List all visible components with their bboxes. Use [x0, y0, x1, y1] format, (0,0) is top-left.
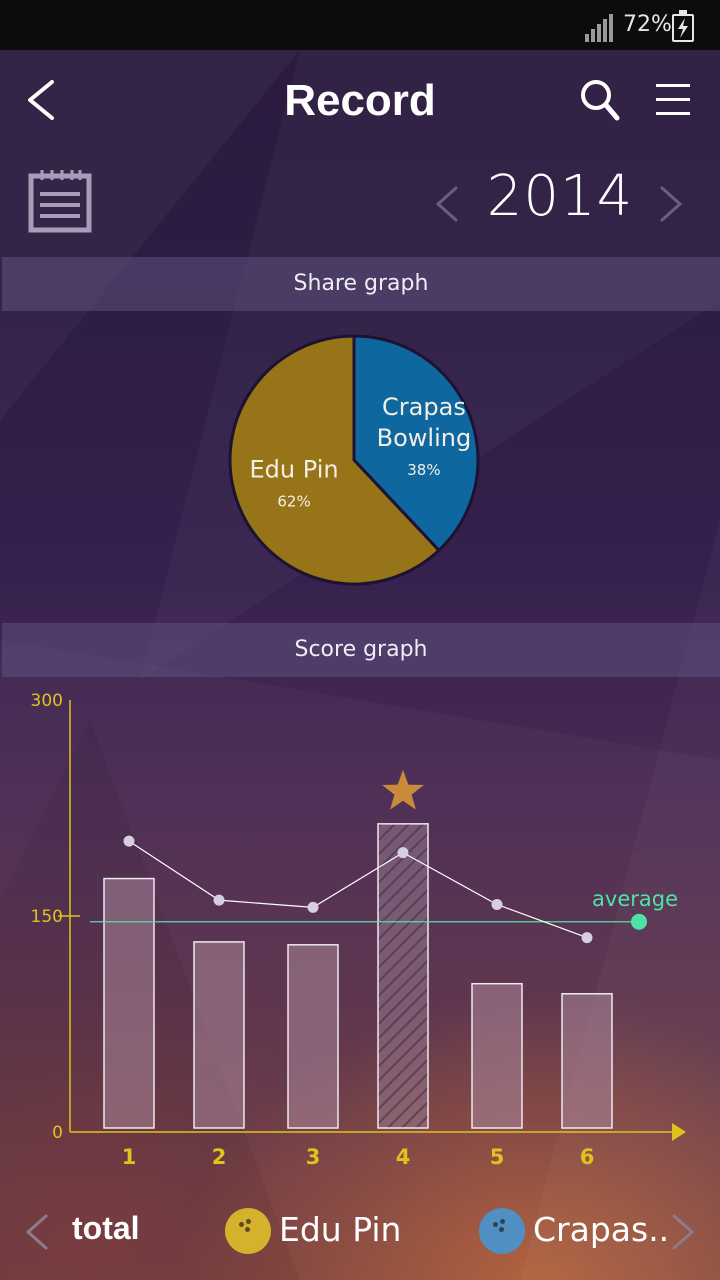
pie-slice-label: Crapas — [382, 393, 466, 421]
bottom-tab-bar: total Edu Pin Crapas.. — [0, 1196, 720, 1266]
back-button[interactable] — [22, 78, 62, 122]
battery-charging-icon — [672, 10, 694, 42]
page-title: Record — [284, 76, 436, 125]
tab-label: Crapas.. — [533, 1210, 670, 1249]
x-tick-label: 5 — [490, 1145, 505, 1169]
selected-year: 2014 — [486, 164, 634, 229]
line-point — [213, 894, 225, 906]
share-graph-header: Share graph — [2, 257, 720, 311]
line-point — [491, 898, 503, 910]
search-icon — [581, 80, 620, 121]
x-tick-label: 6 — [580, 1145, 595, 1169]
bar — [193, 941, 245, 1129]
search-button[interactable] — [578, 76, 622, 124]
line-point — [123, 835, 135, 847]
status-bar: 72% — [0, 0, 720, 50]
x-tick-label: 2 — [212, 1145, 227, 1169]
chevron-right-icon — [660, 186, 683, 222]
pie-slice — [228, 334, 442, 586]
bar — [103, 877, 155, 1129]
signal-icon — [585, 14, 617, 42]
bar — [287, 944, 339, 1129]
y-tick-label: 300 — [31, 691, 63, 711]
pie-slice-label: Edu Pin — [250, 456, 339, 484]
chevron-left-icon — [25, 1214, 48, 1250]
next-year-button[interactable] — [656, 184, 686, 224]
chevron-left-icon — [435, 186, 458, 222]
menu-icon — [656, 84, 690, 87]
star-icon — [382, 769, 424, 810]
calendar-button[interactable] — [28, 168, 92, 234]
average-label: average — [592, 887, 678, 911]
tab-next-button[interactable] — [668, 1212, 698, 1252]
bowling-ball-icon — [479, 1208, 525, 1254]
line-point — [397, 847, 409, 859]
bar — [471, 982, 523, 1129]
pie-slice-value: 62% — [277, 493, 310, 511]
pie-slice — [352, 334, 480, 553]
bar — [377, 823, 429, 1129]
tab-total[interactable]: total — [72, 1210, 140, 1246]
share-pie-chart: Crapas Bowling 38% Edu Pin 62% — [228, 334, 480, 586]
pie-slice-label: Bowling — [377, 424, 472, 452]
tab-prev-button[interactable] — [22, 1212, 52, 1252]
line-point — [581, 932, 593, 944]
bar — [561, 993, 613, 1129]
pie-slice-value: 38% — [407, 461, 440, 479]
battery-percentage: 72% — [623, 12, 672, 37]
x-tick-label: 1 — [122, 1145, 137, 1169]
y-tick-label: 0 — [52, 1123, 63, 1143]
tab-label: Edu Pin — [279, 1210, 402, 1249]
y-tick-label: 150 — [31, 907, 63, 927]
chevron-left-icon — [28, 80, 54, 120]
bowling-ball-icon — [225, 1208, 271, 1254]
score-line — [128, 840, 588, 939]
menu-button[interactable] — [652, 82, 692, 118]
x-tick-label: 4 — [396, 1145, 411, 1169]
x-axis-arrow-icon — [672, 1123, 686, 1141]
line-point — [307, 901, 319, 913]
average-marker — [631, 913, 647, 930]
previous-year-button[interactable] — [432, 184, 462, 224]
header: Record — [0, 50, 720, 150]
score-bar-chart: 0 150 300 1 2 3 4 5 6 average — [31, 691, 686, 1169]
calendar-icon — [28, 170, 92, 233]
chevron-right-icon — [672, 1214, 695, 1250]
score-graph-header: Score graph — [2, 623, 720, 677]
x-tick-label: 3 — [306, 1145, 321, 1169]
